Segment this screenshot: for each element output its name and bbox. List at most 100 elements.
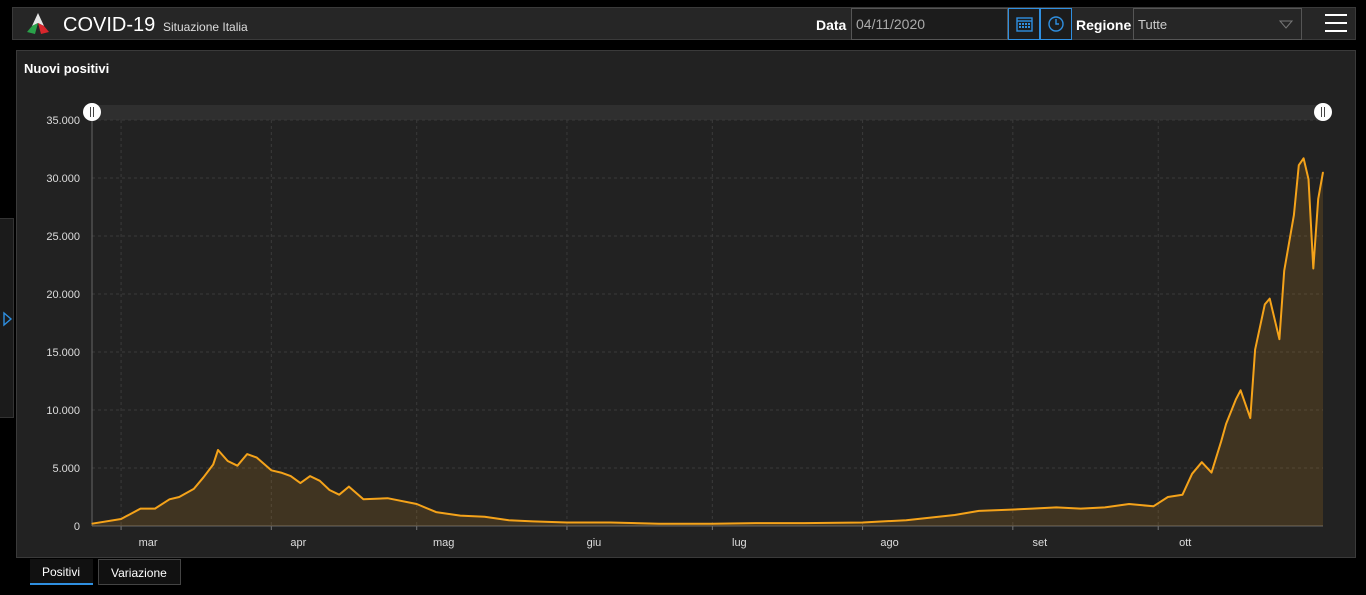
data-point <box>362 498 365 500</box>
calendar-button[interactable] <box>1008 8 1040 40</box>
y-tick-label: 30.000 <box>46 173 80 185</box>
panel-title: Nuovi positivi <box>24 61 110 76</box>
data-point <box>1225 423 1227 425</box>
data-point <box>139 508 142 510</box>
logo-icon <box>27 13 49 34</box>
data-point <box>309 475 311 477</box>
region-label: Regione <box>1076 17 1132 33</box>
range-slider-track <box>92 105 1323 120</box>
clock-icon <box>1048 16 1064 32</box>
y-tick-label: 10.000 <box>46 405 80 417</box>
y-tick-label: 25.000 <box>46 231 80 243</box>
data-point <box>954 514 956 516</box>
calendar-icon <box>1016 17 1033 32</box>
range-handle-right[interactable] <box>1314 103 1332 121</box>
data-point <box>154 508 156 510</box>
menu-button[interactable] <box>1325 14 1347 34</box>
data-point <box>1167 496 1169 498</box>
region-select-value: Tutte <box>1138 17 1168 32</box>
data-point <box>658 523 660 525</box>
data-point <box>387 497 389 499</box>
data-point <box>905 519 907 521</box>
y-tick-label: 5.000 <box>52 463 80 475</box>
data-point <box>1210 472 1213 474</box>
y-tick-label: 35.000 <box>46 115 80 127</box>
data-point <box>1152 505 1154 507</box>
data-point <box>711 523 713 525</box>
data-point <box>1201 461 1203 463</box>
data-point <box>1007 509 1009 511</box>
data-point <box>246 453 248 455</box>
x-tick-label: ott <box>1179 537 1191 549</box>
series-line <box>91 157 1324 525</box>
data-point <box>193 488 195 490</box>
clock-button[interactable] <box>1040 8 1072 40</box>
app-subtitle: Situazione Italia <box>163 20 248 34</box>
data-point <box>755 522 757 524</box>
data-point <box>202 476 205 478</box>
data-point <box>483 516 486 518</box>
x-tick-label: ago <box>880 537 898 549</box>
data-point <box>1269 298 1271 300</box>
tab-positivi[interactable]: Positivi <box>30 559 93 585</box>
data-point <box>435 511 437 513</box>
x-tick-label: mar <box>139 537 158 549</box>
data-point <box>1240 389 1242 391</box>
data-point <box>299 482 301 484</box>
x-tick-label: giu <box>587 537 602 549</box>
chart-panel: Nuovi positivi 0 5.000 10.000 15.000 20.000 2… <box>16 50 1356 558</box>
date-label: Data <box>816 17 847 33</box>
expand-arrow-icon <box>3 311 13 327</box>
x-tick-label: set <box>1032 537 1047 549</box>
data-point <box>1181 494 1184 496</box>
data-point <box>508 519 510 521</box>
data-point <box>1303 157 1305 159</box>
data-point <box>978 510 980 512</box>
data-point <box>532 520 534 522</box>
data-point <box>270 469 272 471</box>
data-point <box>1317 198 1319 200</box>
data-point <box>1220 440 1222 442</box>
date-input[interactable] <box>851 8 1008 40</box>
y-tick-label: 15.000 <box>46 347 80 359</box>
series-area <box>92 158 1323 527</box>
y-tick-label: 0 <box>74 521 80 533</box>
data-point <box>1080 508 1082 510</box>
app-header: COVID-19 Situazione Italia Data Regione … <box>12 7 1356 40</box>
app-title: COVID-19 <box>63 14 156 36</box>
data-point <box>1293 214 1295 216</box>
chevron-down-icon <box>1279 20 1293 29</box>
data-point <box>1031 508 1033 510</box>
range-handle-left[interactable] <box>83 103 101 121</box>
data-point <box>459 514 461 517</box>
data-point <box>1322 171 1324 173</box>
data-point <box>803 522 806 524</box>
data-point <box>416 503 418 505</box>
data-point <box>1312 267 1314 270</box>
menu-icon <box>1325 14 1347 16</box>
data-point <box>236 465 238 467</box>
data-point <box>1298 164 1300 166</box>
data-point <box>1249 417 1251 419</box>
data-point <box>290 475 292 477</box>
data-point <box>1278 338 1280 340</box>
x-tick-label: lug <box>732 537 747 549</box>
data-point <box>227 460 229 462</box>
data-point <box>328 489 331 491</box>
side-panel-toggle[interactable] <box>0 218 14 418</box>
data-point <box>348 485 350 488</box>
data-point <box>861 521 864 524</box>
region-select[interactable]: Tutte <box>1133 8 1302 40</box>
data-point <box>256 456 258 459</box>
data-point <box>1128 503 1130 505</box>
tab-variazione[interactable]: Variazione <box>98 559 181 585</box>
data-point <box>609 521 612 524</box>
data-point <box>1235 398 1237 401</box>
data-point <box>1264 303 1266 306</box>
data-point <box>168 498 171 500</box>
data-point <box>1254 349 1256 351</box>
chart: 0 5.000 10.000 15.000 20.000 25.000 30.000 35.0… <box>46 103 1332 549</box>
data-point <box>178 496 180 498</box>
data-point <box>566 521 568 524</box>
data-point <box>1307 178 1310 180</box>
